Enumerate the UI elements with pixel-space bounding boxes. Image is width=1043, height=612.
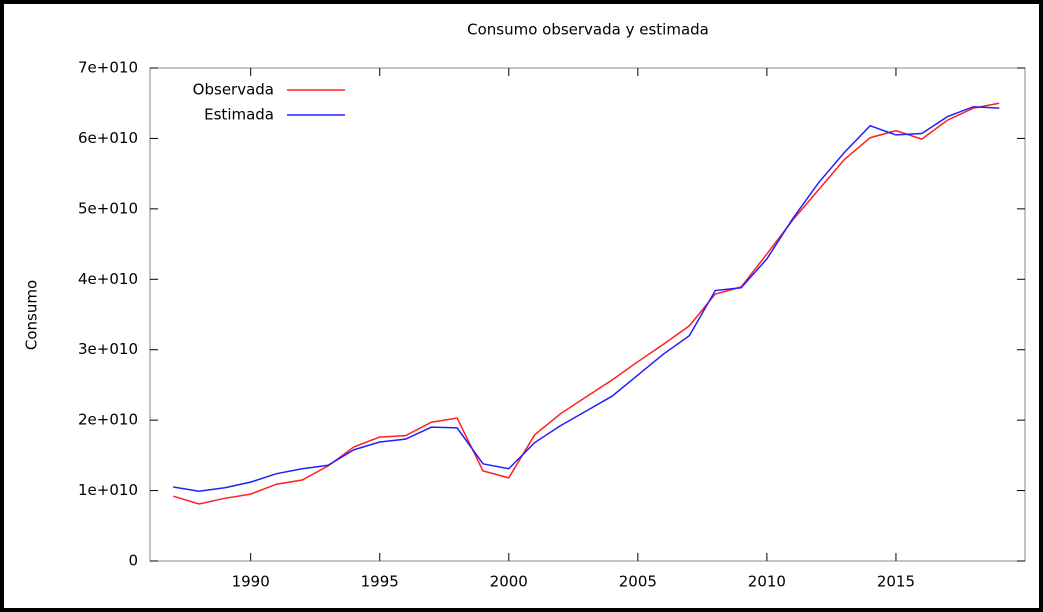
x-tick-label: 2000 [490,573,528,591]
y-tick-label: 7e+010 [78,59,138,77]
plot-border [149,67,1026,562]
y-tick-label: 1e+010 [78,481,138,499]
x-tick-label: 2015 [877,573,915,591]
data-line [173,105,1000,493]
x-tick-label: 2010 [748,573,786,591]
legend-label: Estimada [204,106,274,124]
y-axis-label: Consumo [23,280,41,350]
legend-label: Observada [193,81,274,99]
y-tick-label: 0 [128,552,138,570]
x-tick-label: 1990 [232,573,270,591]
chart-title: Consumo observada y estimada [467,21,709,39]
x-tick-label: 1995 [361,573,399,591]
y-tick-label: 2e+010 [78,411,138,429]
data-line [173,102,1000,505]
y-tick-label: 6e+010 [78,129,138,147]
y-tick-label: 3e+010 [78,340,138,358]
y-tick-label: 4e+010 [78,270,138,288]
x-tick-label: 2005 [619,573,657,591]
y-tick-label: 5e+010 [78,199,138,217]
